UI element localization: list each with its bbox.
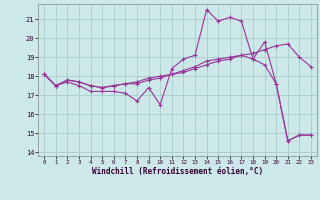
X-axis label: Windchill (Refroidissement éolien,°C): Windchill (Refroidissement éolien,°C) — [92, 167, 263, 176]
